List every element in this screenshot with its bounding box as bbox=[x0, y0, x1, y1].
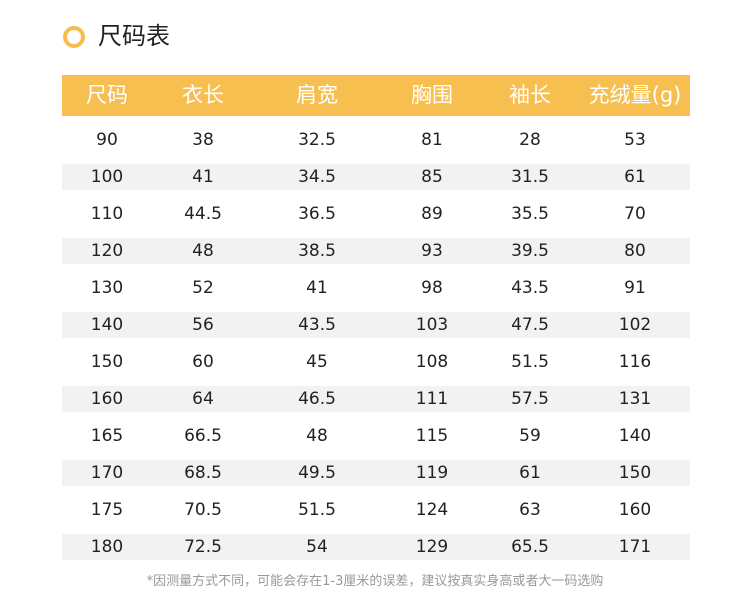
table-cell: 39.5 bbox=[511, 241, 549, 261]
table-cell: 150 bbox=[618, 463, 652, 483]
note: *因测量方式不同，可能会存在1-3厘米的误差，建议按真实身高或者大一码选购 bbox=[146, 574, 604, 589]
table-cell: 102 bbox=[618, 315, 652, 335]
table-cell: 160 bbox=[618, 500, 652, 520]
table-cell: 171 bbox=[618, 537, 652, 557]
table-cell: 41 bbox=[306, 278, 328, 298]
table-cell: 66.5 bbox=[184, 426, 222, 446]
table-cell: 45 bbox=[306, 352, 328, 372]
table-cell: 91 bbox=[624, 278, 646, 298]
table-cell: 43.5 bbox=[511, 278, 549, 298]
table-cell: 150 bbox=[90, 352, 124, 372]
table-cell: 44.5 bbox=[184, 204, 222, 224]
table-cell: 90 bbox=[96, 130, 118, 150]
table-cell: 59 bbox=[519, 426, 541, 446]
table-cell: 53 bbox=[624, 130, 646, 150]
table-cell: 160 bbox=[90, 389, 124, 409]
row-band bbox=[62, 238, 690, 264]
header-cell: 胸围 bbox=[411, 83, 453, 107]
table-cell: 56 bbox=[192, 315, 214, 335]
table-cell: 70.5 bbox=[184, 500, 222, 520]
table-cell: 36.5 bbox=[298, 204, 336, 224]
table-cell: 120 bbox=[90, 241, 124, 261]
table-cell: 43.5 bbox=[298, 315, 336, 335]
row-band bbox=[62, 386, 690, 412]
table-cell: 116 bbox=[618, 352, 652, 372]
table-cell: 52 bbox=[192, 278, 214, 298]
table-cell: 129 bbox=[415, 537, 449, 557]
row-band bbox=[62, 164, 690, 190]
table-cell: 70 bbox=[624, 204, 646, 224]
table-cell: 51.5 bbox=[298, 500, 336, 520]
table-cell: 85 bbox=[421, 167, 443, 187]
table-cell: 98 bbox=[421, 278, 443, 298]
title: 尺码表 bbox=[98, 22, 170, 50]
header-cell: 衣长 bbox=[182, 83, 224, 107]
table-cell: 165 bbox=[90, 426, 124, 446]
table-cell: 61 bbox=[624, 167, 646, 187]
table-cell: 103 bbox=[415, 315, 449, 335]
header-cell: 充绒量(g) bbox=[588, 83, 682, 107]
table-cell: 41 bbox=[192, 167, 214, 187]
row-band bbox=[62, 460, 690, 486]
table-cell: 115 bbox=[415, 426, 449, 446]
table-cell: 54 bbox=[306, 537, 328, 557]
header-cell: 尺码 bbox=[86, 83, 128, 107]
table-cell: 130 bbox=[90, 278, 124, 298]
table-cell: 38 bbox=[192, 130, 214, 150]
table-cell: 47.5 bbox=[511, 315, 549, 335]
table-cell: 119 bbox=[415, 463, 449, 483]
table-cell: 32.5 bbox=[298, 130, 336, 150]
table-cell: 64 bbox=[192, 389, 214, 409]
row-band bbox=[62, 312, 690, 338]
header-cell: 袖长 bbox=[509, 83, 551, 107]
title-icon bbox=[63, 26, 85, 48]
table-cell: 46.5 bbox=[298, 389, 336, 409]
table-cell: 93 bbox=[421, 241, 443, 261]
table-cell: 111 bbox=[415, 389, 449, 409]
table-cell: 28 bbox=[519, 130, 541, 150]
table-cell: 38.5 bbox=[298, 241, 336, 261]
table-cell: 48 bbox=[306, 426, 328, 446]
table-cell: 100 bbox=[90, 167, 124, 187]
table-cell: 180 bbox=[90, 537, 124, 557]
table-cell: 108 bbox=[415, 352, 449, 372]
table-cell: 110 bbox=[90, 204, 124, 224]
table-header: 尺码 衣长 肩宽 胸围 袖长 充绒量(g) bbox=[62, 75, 690, 116]
table-cell: 175 bbox=[90, 500, 124, 520]
table-cell: 140 bbox=[618, 426, 652, 446]
table-cell: 51.5 bbox=[511, 352, 549, 372]
table-cell: 72.5 bbox=[184, 537, 222, 557]
table-cell: 48 bbox=[192, 241, 214, 261]
table-cell: 57.5 bbox=[511, 389, 549, 409]
header-cell: 肩宽 bbox=[296, 83, 338, 107]
table-cell: 80 bbox=[624, 241, 646, 261]
table-cell: 170 bbox=[90, 463, 124, 483]
table-cell: 61 bbox=[519, 463, 541, 483]
table-cell: 89 bbox=[421, 204, 443, 224]
table-cell: 68.5 bbox=[184, 463, 222, 483]
table-cell: 131 bbox=[618, 389, 652, 409]
table-cell: 140 bbox=[90, 315, 124, 335]
table-cell: 31.5 bbox=[511, 167, 549, 187]
table-cell: 63 bbox=[519, 500, 541, 520]
table-cell: 49.5 bbox=[298, 463, 336, 483]
table-cell: 81 bbox=[421, 130, 443, 150]
table-cell: 34.5 bbox=[298, 167, 336, 187]
table-cell: 124 bbox=[415, 500, 449, 520]
table-cell: 65.5 bbox=[511, 537, 549, 557]
row-band bbox=[62, 534, 690, 560]
table-cell: 60 bbox=[192, 352, 214, 372]
table-cell: 35.5 bbox=[511, 204, 549, 224]
